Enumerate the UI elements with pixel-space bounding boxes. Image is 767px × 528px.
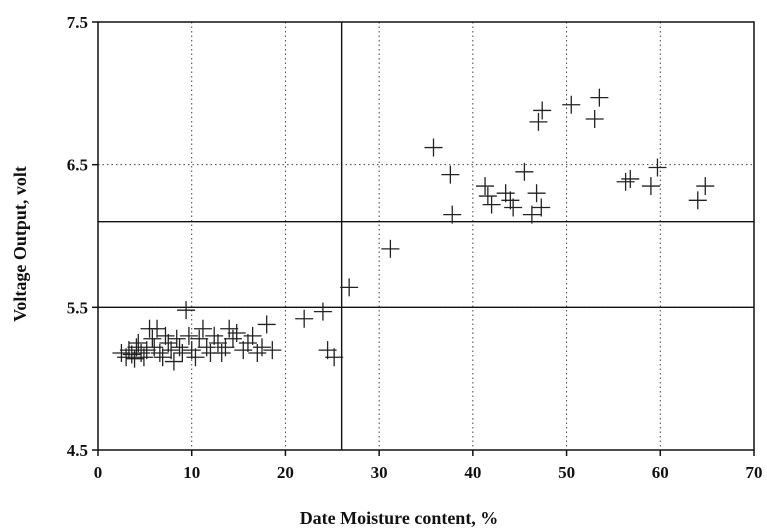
data-point <box>476 177 495 196</box>
data-point <box>585 110 604 129</box>
data-point <box>129 334 148 352</box>
tick-layer: 0 10 20 30 40 50 60 70 4.5 5.5 6.5 7.5 <box>67 13 763 482</box>
data-point <box>216 338 235 357</box>
data-point <box>616 172 635 191</box>
y-tick-label: 5.5 <box>67 298 88 317</box>
data-point <box>501 191 520 210</box>
data-point <box>257 315 276 334</box>
y-tick-label: 4.5 <box>67 441 88 460</box>
data-point <box>156 326 175 345</box>
plot-frame <box>97 21 755 451</box>
grid-layer <box>98 22 754 450</box>
data-point <box>533 101 552 120</box>
data-point <box>482 195 501 214</box>
x-tick-label: 10 <box>183 463 200 482</box>
y-axis-title: Voltage Output, volt <box>10 166 30 322</box>
data-point <box>208 334 227 352</box>
data-point <box>159 334 178 352</box>
data-point <box>182 341 201 360</box>
data-point <box>529 112 548 131</box>
data-point <box>148 319 167 338</box>
x-tick-label: 20 <box>277 463 294 482</box>
x-axis-title: Date Moisture content, % <box>300 508 499 528</box>
y-tick-label: 6.5 <box>67 156 88 175</box>
data-point <box>112 343 131 362</box>
data-point <box>117 348 136 367</box>
data-point <box>220 319 239 338</box>
data-point <box>515 162 534 181</box>
data-point <box>205 326 224 345</box>
data-point <box>641 177 660 196</box>
data-point <box>621 169 640 188</box>
x-tick-label: 60 <box>652 463 669 482</box>
data-point <box>234 341 253 360</box>
data-point <box>496 184 515 203</box>
data-point <box>263 341 282 360</box>
data-point <box>150 343 169 362</box>
data-point <box>532 198 551 217</box>
y-tick-label: 7.5 <box>67 13 88 32</box>
data-point <box>137 341 156 360</box>
data-point <box>696 177 715 196</box>
x-tick-label: 0 <box>94 463 103 482</box>
data-point <box>253 338 271 357</box>
data-point <box>143 329 162 348</box>
data-point <box>119 341 138 360</box>
data-point <box>162 341 181 360</box>
data-point <box>478 187 497 206</box>
data-point <box>381 239 400 258</box>
x-tick-label: 70 <box>746 463 763 482</box>
data-point <box>562 95 581 114</box>
data-point <box>238 334 257 352</box>
data-point <box>134 348 153 367</box>
data-point <box>193 319 212 338</box>
data-point <box>424 138 443 157</box>
data-point <box>190 329 209 348</box>
data-point <box>313 302 332 321</box>
data-point <box>340 278 359 297</box>
data-point <box>177 301 196 320</box>
data-point <box>648 158 667 177</box>
data-point <box>153 348 172 367</box>
data-point <box>522 205 541 224</box>
data-point <box>443 205 462 224</box>
x-tick-label: 50 <box>558 463 575 482</box>
data-point <box>227 324 246 343</box>
data-point <box>164 352 183 371</box>
data-point <box>441 165 460 184</box>
x-tick-label: 40 <box>464 463 481 482</box>
data-point <box>590 88 609 107</box>
data-point <box>173 343 192 362</box>
data-point <box>243 326 262 345</box>
data-point <box>167 329 186 348</box>
data-point <box>186 348 205 367</box>
data-point <box>325 348 344 367</box>
data-point <box>688 191 707 210</box>
data-point <box>504 198 523 217</box>
reference-lines <box>98 22 754 450</box>
data-point <box>527 184 546 203</box>
data-point <box>179 326 198 345</box>
data-point <box>295 309 314 328</box>
x-tick-label: 30 <box>371 463 388 482</box>
point-layer <box>112 88 715 371</box>
data-point <box>122 345 141 364</box>
